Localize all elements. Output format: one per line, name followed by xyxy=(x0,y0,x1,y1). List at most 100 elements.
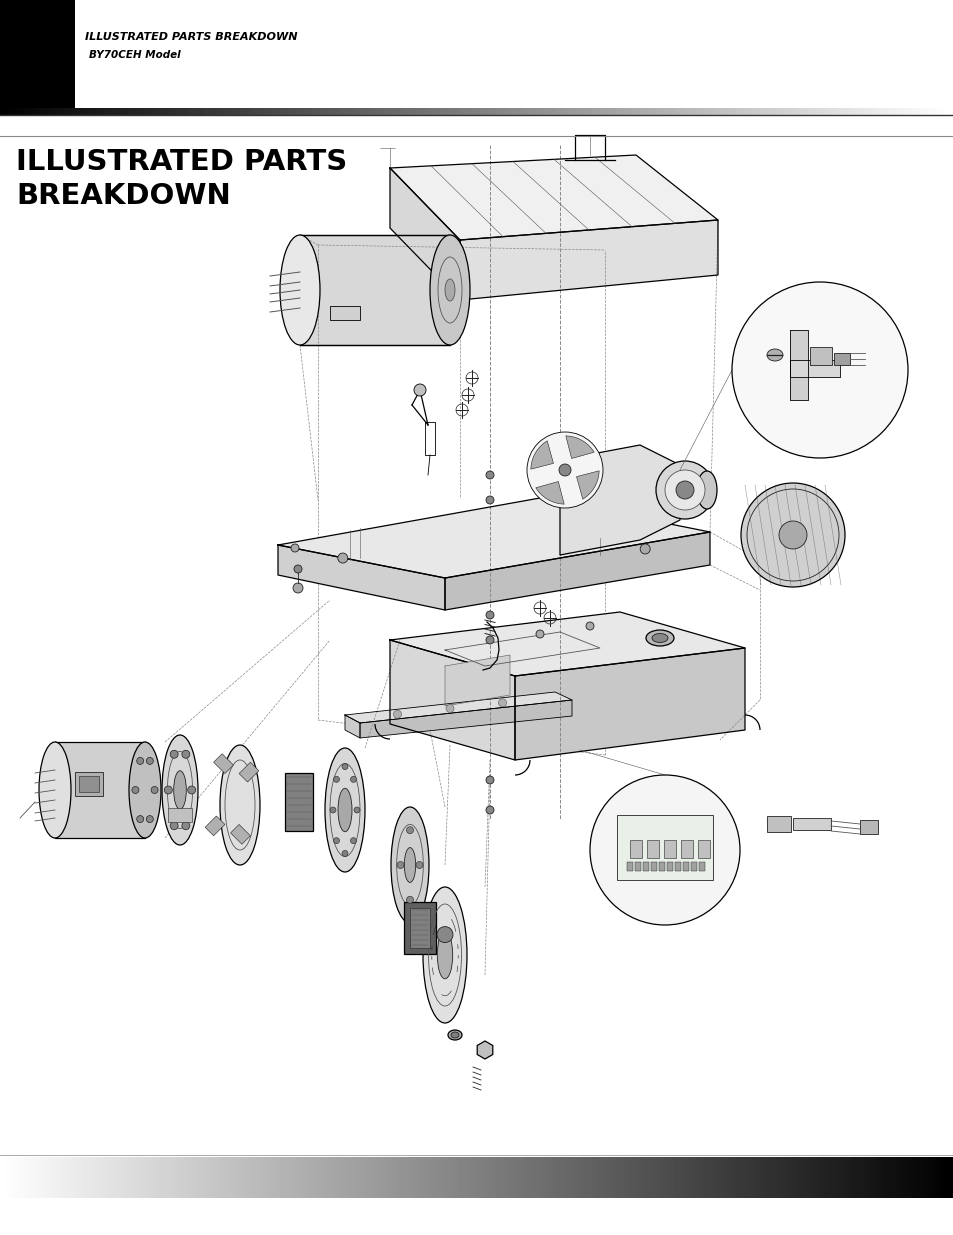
Circle shape xyxy=(536,630,543,638)
Circle shape xyxy=(485,496,494,504)
Circle shape xyxy=(406,826,413,834)
Bar xyxy=(682,862,688,871)
Polygon shape xyxy=(536,482,563,504)
Text: ILLUSTRATED PARTS BREAKDOWN: ILLUSTRATED PARTS BREAKDOWN xyxy=(85,32,297,42)
Circle shape xyxy=(354,806,359,813)
Polygon shape xyxy=(345,692,572,722)
Circle shape xyxy=(393,710,401,719)
Ellipse shape xyxy=(444,279,455,301)
Bar xyxy=(792,818,830,830)
Circle shape xyxy=(526,432,602,508)
Circle shape xyxy=(334,837,339,844)
Bar xyxy=(675,862,680,871)
Ellipse shape xyxy=(280,235,319,345)
Circle shape xyxy=(436,926,453,942)
Circle shape xyxy=(485,471,494,479)
Polygon shape xyxy=(359,700,572,739)
Polygon shape xyxy=(444,655,510,706)
Ellipse shape xyxy=(448,1030,461,1040)
Circle shape xyxy=(146,815,153,823)
Ellipse shape xyxy=(436,931,453,979)
Text: BREAKDOWN: BREAKDOWN xyxy=(16,182,231,210)
Circle shape xyxy=(639,543,650,555)
Polygon shape xyxy=(530,441,553,469)
Polygon shape xyxy=(559,445,679,555)
Circle shape xyxy=(485,636,494,643)
Circle shape xyxy=(182,821,190,830)
Polygon shape xyxy=(576,471,598,499)
Circle shape xyxy=(182,751,190,758)
Polygon shape xyxy=(55,742,145,839)
Circle shape xyxy=(132,787,139,794)
Circle shape xyxy=(170,821,178,830)
Bar xyxy=(403,902,436,953)
Ellipse shape xyxy=(697,471,717,509)
Text: ILLUSTRATED PARTS: ILLUSTRATED PARTS xyxy=(16,148,347,177)
Circle shape xyxy=(341,763,348,769)
Circle shape xyxy=(396,862,403,868)
Polygon shape xyxy=(277,498,709,578)
Ellipse shape xyxy=(129,742,161,839)
Polygon shape xyxy=(789,359,840,377)
Circle shape xyxy=(151,787,158,794)
Bar xyxy=(75,772,103,797)
Bar xyxy=(663,840,676,858)
Bar xyxy=(690,862,697,871)
Circle shape xyxy=(293,583,303,593)
Circle shape xyxy=(337,553,348,563)
Bar xyxy=(699,862,704,871)
Circle shape xyxy=(558,464,571,475)
Ellipse shape xyxy=(337,788,352,831)
Circle shape xyxy=(334,777,339,782)
Bar xyxy=(213,753,233,773)
Polygon shape xyxy=(345,715,359,739)
Bar xyxy=(680,840,692,858)
Circle shape xyxy=(188,785,195,794)
Bar xyxy=(626,862,633,871)
Ellipse shape xyxy=(404,847,416,882)
Circle shape xyxy=(350,777,356,782)
Ellipse shape xyxy=(391,806,429,923)
Bar xyxy=(629,840,641,858)
Ellipse shape xyxy=(676,480,693,499)
Polygon shape xyxy=(390,640,515,760)
Ellipse shape xyxy=(162,735,198,845)
Bar xyxy=(833,353,849,366)
Circle shape xyxy=(498,699,506,706)
Circle shape xyxy=(330,806,335,813)
Bar xyxy=(659,862,664,871)
Ellipse shape xyxy=(220,745,260,864)
Circle shape xyxy=(164,785,172,794)
Ellipse shape xyxy=(779,521,806,550)
Circle shape xyxy=(731,282,907,458)
Circle shape xyxy=(341,851,348,856)
Polygon shape xyxy=(390,156,718,240)
Bar xyxy=(650,862,657,871)
Polygon shape xyxy=(444,532,709,610)
Polygon shape xyxy=(515,648,744,760)
Circle shape xyxy=(416,862,422,868)
Polygon shape xyxy=(299,235,450,345)
Bar xyxy=(698,840,709,858)
Bar xyxy=(231,825,250,845)
Bar xyxy=(646,840,659,858)
Ellipse shape xyxy=(325,748,365,872)
Polygon shape xyxy=(277,545,444,610)
Circle shape xyxy=(485,776,494,784)
Circle shape xyxy=(146,757,153,764)
Ellipse shape xyxy=(656,461,713,519)
Circle shape xyxy=(136,815,144,823)
Circle shape xyxy=(485,806,494,814)
Bar xyxy=(635,862,640,871)
Polygon shape xyxy=(789,330,807,400)
Circle shape xyxy=(446,704,454,713)
Circle shape xyxy=(406,897,413,903)
Ellipse shape xyxy=(664,471,704,510)
Circle shape xyxy=(291,543,298,552)
Ellipse shape xyxy=(173,771,186,809)
Ellipse shape xyxy=(740,483,844,587)
Bar xyxy=(410,908,430,948)
Bar xyxy=(766,816,790,832)
Bar xyxy=(809,347,831,366)
Ellipse shape xyxy=(451,1032,458,1037)
